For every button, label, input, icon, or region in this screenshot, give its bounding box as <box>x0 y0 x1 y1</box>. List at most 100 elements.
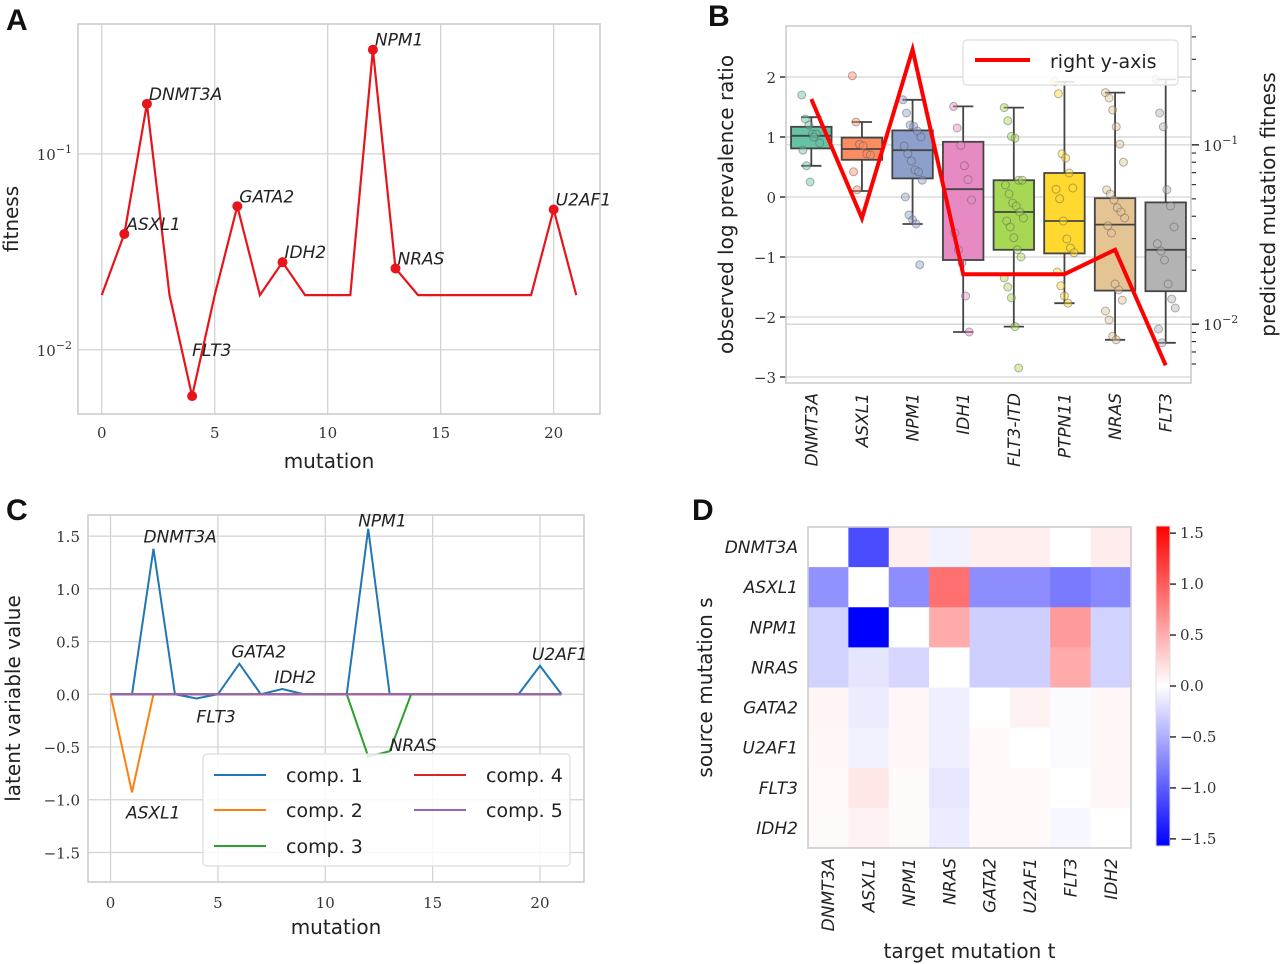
b-data-point <box>949 101 959 111</box>
b-data-point <box>1051 184 1061 194</box>
c-legend-label: comp. 3 <box>286 836 363 858</box>
c-annotation-label: NPM1 <box>358 512 406 532</box>
d-colorbar-tick-label: 0.5 <box>1180 626 1204 644</box>
b-legend: right y-axis <box>962 39 1179 86</box>
d-heatmap-cell <box>1050 687 1092 729</box>
b-y-tick-label: 2 <box>766 69 776 87</box>
b-category-label: NRAS <box>1106 393 1126 440</box>
b-data-point <box>1169 222 1179 232</box>
d-heatmap-cell <box>848 727 890 769</box>
b-legend-label: right y-axis <box>1050 51 1157 73</box>
a-marker-label: GATA2 <box>239 187 294 207</box>
d-x-axis-label: target mutation t <box>884 939 1056 963</box>
c-x-tick-label: 0 <box>106 894 116 912</box>
d-heatmap-cell <box>808 647 849 688</box>
a-marker-point <box>187 391 198 402</box>
b-category-label: FLT3-ITD <box>1005 393 1025 467</box>
b-y-tick-label: −3 <box>754 369 776 387</box>
b-data-point <box>804 120 814 130</box>
b-data-point <box>1002 216 1012 226</box>
d-heatmap-cell <box>888 687 930 729</box>
b-data-point <box>1053 89 1063 99</box>
b-data-point <box>914 167 924 177</box>
b-data-point <box>1115 139 1125 149</box>
c-y-tick-label: −1.5 <box>44 844 80 862</box>
b-data-point <box>851 117 861 127</box>
b-data-point <box>1157 338 1167 348</box>
b-axes-frame <box>785 25 1192 384</box>
a-y-tick-label: 10−2 <box>37 339 72 360</box>
d-heatmap-cell <box>1009 767 1051 809</box>
d-colorbar-tick-label: −0.5 <box>1180 728 1216 746</box>
d-col-label: GATA2 <box>981 858 1001 913</box>
d-col-label: IDH2 <box>1102 858 1122 900</box>
b-data-point <box>1063 298 1073 308</box>
d-heatmap-cell <box>1009 567 1051 608</box>
d-heatmap-cell <box>1050 767 1092 809</box>
d-heatmap-cell <box>848 687 890 729</box>
b-data-point <box>999 103 1009 113</box>
b-data-point <box>1117 295 1127 305</box>
d-heatmap-cell <box>969 687 1011 729</box>
c-y-tick-label: 0.5 <box>56 634 80 652</box>
b-data-point <box>1116 207 1126 217</box>
b-data-point <box>1057 149 1067 159</box>
d-heatmap-cell <box>848 807 890 849</box>
b-data-point <box>900 192 910 202</box>
c-annotation-label: IDH2 <box>274 668 316 688</box>
b-box-npm1 <box>891 129 934 180</box>
b-data-point <box>797 90 807 100</box>
c-legend-label: comp. 4 <box>486 765 563 787</box>
b-data-point <box>1016 252 1026 262</box>
b-data-point <box>963 175 973 185</box>
b-data-point <box>967 195 977 205</box>
b-data-point <box>911 219 921 229</box>
b-data-point <box>1167 294 1177 304</box>
b-data-point <box>815 138 825 148</box>
a-marker-label: ASXL1 <box>125 215 180 235</box>
a-x-tick-label: 0 <box>97 424 107 442</box>
b-y-axis-label: observed log prevalence ratio <box>714 55 738 354</box>
b-data-point <box>1103 221 1113 231</box>
d-col-label: NRAS <box>940 858 960 905</box>
b-predicted-fitness-line <box>809 41 1168 367</box>
d-heatmap-cell <box>888 607 930 648</box>
b-data-point <box>1118 157 1128 167</box>
d-row-label: NRAS <box>751 658 798 678</box>
panel-letter-a: A <box>6 4 28 37</box>
b-data-point <box>1010 133 1020 143</box>
d-row-label: ASXL1 <box>743 578 798 598</box>
b-data-point <box>1100 88 1110 98</box>
a-marker-label: IDH2 <box>285 243 327 263</box>
c-y-tick-label: 1.0 <box>56 581 80 599</box>
a-y-axis-label: fitness <box>0 186 23 252</box>
a-fitness-line <box>100 49 578 397</box>
c-y-tick-label: 0.0 <box>56 686 80 704</box>
b-data-point <box>1000 180 1010 190</box>
b-data-point <box>1056 281 1066 291</box>
b-data-point <box>909 121 919 131</box>
d-heatmap-cell <box>1050 567 1092 608</box>
b-data-point <box>1114 285 1124 295</box>
b-data-point <box>849 167 859 177</box>
b-category-label: ASXL1 <box>853 393 873 448</box>
d-heatmap-cell <box>888 567 930 608</box>
d-heatmap-cell <box>969 807 1011 849</box>
b-data-point <box>1104 315 1114 325</box>
b-data-point <box>1158 122 1168 132</box>
b-data-point <box>917 175 927 185</box>
b-data-point <box>1009 233 1019 243</box>
b-data-point <box>1003 282 1013 292</box>
b-box-ptpn11 <box>1043 172 1086 255</box>
b-data-point <box>808 129 818 139</box>
d-heatmap-cell <box>969 727 1011 769</box>
d-heatmap-cell <box>1090 807 1132 849</box>
b-data-point <box>1111 122 1121 132</box>
c-axes-frame <box>87 514 585 883</box>
b-data-point <box>800 114 810 124</box>
d-heatmap-cell <box>1009 607 1051 648</box>
a-x-tick-label: 10 <box>318 424 337 442</box>
c-annotation-label: FLT3 <box>196 708 235 728</box>
b-box-flt3 <box>1144 201 1187 293</box>
